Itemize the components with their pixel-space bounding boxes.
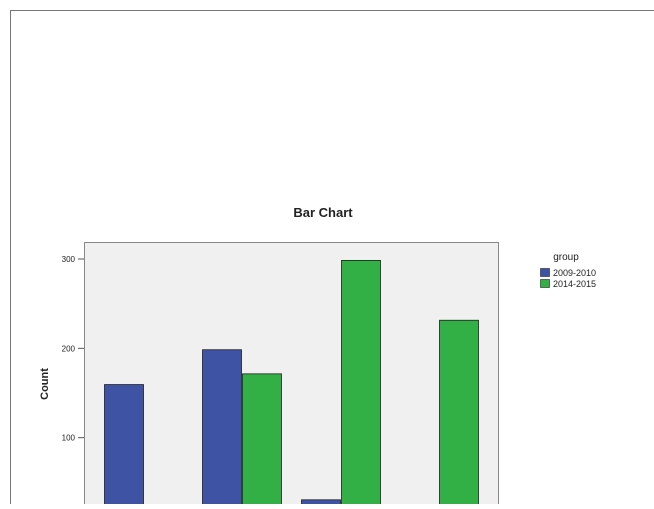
y-tick-label: 200 xyxy=(62,344,76,353)
legend-label: 2014-2015 xyxy=(553,279,596,289)
bar-series1-cat1 xyxy=(105,385,144,504)
bar-series2-cat2 xyxy=(243,374,282,504)
plot-area xyxy=(85,243,499,505)
y-tick-label: 100 xyxy=(62,434,76,443)
bar-series1-cat3 xyxy=(302,500,341,504)
legend-label: 2009-2010 xyxy=(553,268,596,278)
chart-title: Bar Chart xyxy=(293,205,353,220)
y-axis-label: Count xyxy=(39,368,51,400)
legend-swatch xyxy=(541,269,550,277)
legend-title: group xyxy=(553,252,579,263)
bar-series1-cat2 xyxy=(203,350,242,504)
bar-series2-cat3 xyxy=(342,260,381,504)
bar-series2-cat4 xyxy=(440,320,479,504)
legend-swatch xyxy=(541,280,550,288)
y-axis: 100 200 300 xyxy=(62,255,84,443)
y-tick-label: 300 xyxy=(62,255,76,264)
